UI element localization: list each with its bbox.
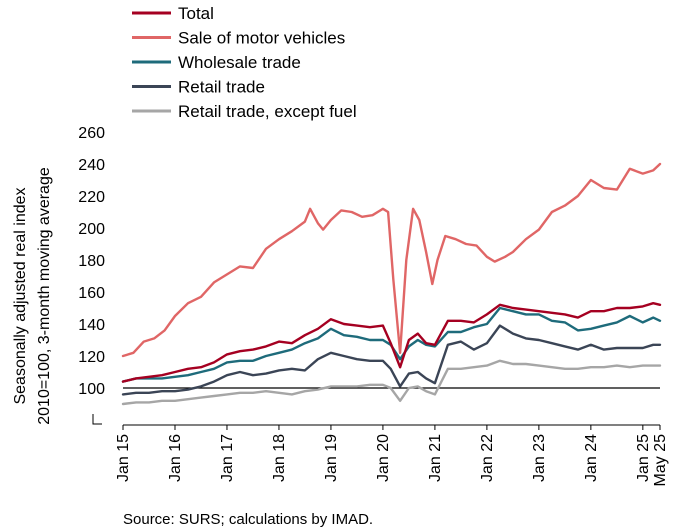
y-tick-label: 180	[78, 253, 105, 270]
legend-label: Sale of motor vehicles	[178, 29, 345, 48]
y-axis-label: Seasonally adjusted real index 2010=100, …	[12, 167, 53, 425]
y-tick-label: 240	[78, 157, 105, 174]
axis-break-mark	[92, 414, 102, 425]
y-axis-label-line: Seasonally adjusted real index	[12, 187, 29, 404]
legend-label: Retail trade	[178, 78, 265, 97]
series-line-sale-of-motor-vehicles	[121, 162, 662, 358]
y-tick-label: 140	[78, 317, 105, 334]
y-tick-label: 160	[78, 285, 105, 302]
y-axis: 100 120 140 160 180 200 220 240 260	[78, 125, 105, 398]
y-tick-label: 200	[78, 221, 105, 238]
x-tick-label: Jan 21	[427, 434, 444, 482]
x-tick-label: Jan 20	[375, 434, 392, 482]
y-tick-label: 100	[78, 381, 105, 398]
x-tick-label: Jan 24	[583, 434, 600, 482]
legend: Total Sale of motor vehicles Wholesale tra…	[132, 4, 357, 121]
x-tick-label: Jan 16	[167, 434, 184, 482]
plot-area: 100 120 140 160 180 200 220 240 260 Jan 15 Jan 16…	[78, 125, 669, 486]
series-line-total	[121, 302, 662, 383]
x-tick-label: Jan 25	[635, 434, 652, 482]
series-line-retail-trade	[121, 324, 662, 396]
x-axis: Jan 15 Jan 16 Jan 17 Jan 18 Jan 19 Jan 20 Jan …	[115, 424, 669, 487]
series-lines	[121, 162, 662, 406]
legend-label: Retail trade, except fuel	[178, 102, 357, 121]
series-line-retail-trade-except-fuel	[121, 359, 662, 406]
x-tick-label: Jan 19	[323, 434, 340, 482]
legend-label: Total	[178, 4, 214, 23]
x-tick-label: Jan 15	[115, 434, 132, 482]
y-tick-label: 220	[78, 189, 105, 206]
legend-label: Wholesale trade	[178, 53, 301, 72]
y-tick-label: 260	[78, 125, 105, 142]
x-tick-label: Jan 17	[219, 434, 236, 482]
x-tick-label: Jan 18	[271, 434, 288, 482]
x-tick-label: Jan 22	[479, 434, 496, 482]
series-line-wholesale-trade	[121, 306, 662, 383]
y-axis-label-line: 2010=100, 3-month moving average	[36, 167, 53, 425]
x-tick-label: May 25	[652, 434, 669, 487]
x-tick-label: Jan 23	[531, 434, 548, 482]
y-tick-label: 120	[78, 349, 105, 366]
source-note: Source: SURS; calculations by IMAD.	[123, 511, 373, 528]
